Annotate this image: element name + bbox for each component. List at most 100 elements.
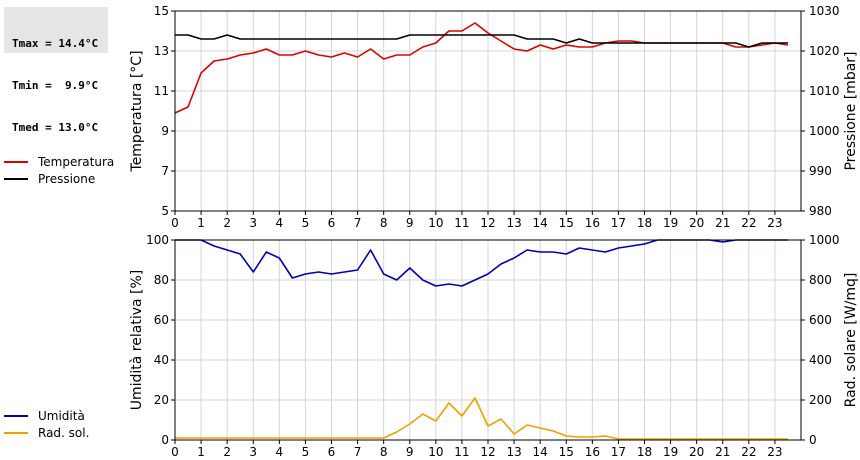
stat-tmin: Tmin = 9.9°C [12, 79, 99, 92]
x-tick-label: 13 [506, 216, 521, 230]
x-tick-label: 0 [171, 216, 179, 230]
legend-item-temperatura: Temperatura [4, 153, 114, 170]
x-tick-label: 14 [533, 216, 548, 230]
y-tick-label: 13 [154, 44, 169, 58]
x-tick-label: 19 [663, 216, 678, 230]
x-tick-label: 10 [428, 445, 443, 459]
stats-box: Tmax = 14.4°C Tmin = 9.9°C Tmed = 13.0°C [4, 7, 108, 134]
legend-label-radsol: Rad. sol. [38, 425, 90, 440]
series-line-1-1 [175, 397, 788, 440]
y-axis-title: Umidità relativa [%] [129, 270, 145, 411]
x-tick-label: 3 [249, 445, 257, 459]
y-tick-label: 80 [154, 273, 169, 287]
series-line-0-1 [175, 34, 788, 48]
legend-swatch-pressione [4, 177, 28, 180]
x-tick-label: 19 [663, 445, 678, 459]
y2-tick-label: 0 [809, 433, 817, 447]
y-tick-label: 40 [154, 353, 169, 367]
y2-tick-label: 980 [809, 204, 832, 218]
x-tick-label: 4 [276, 445, 284, 459]
x-tick-label: 13 [506, 445, 521, 459]
x-tick-label: 6 [328, 445, 336, 459]
x-tick-label: 22 [741, 445, 756, 459]
plot-frame [174, 239, 802, 441]
x-tick-label: 7 [354, 445, 362, 459]
x-tick-label: 4 [276, 216, 284, 230]
legend-label-umidita: Umidità [38, 408, 85, 423]
y-tick-label: 20 [154, 393, 169, 407]
x-tick-label: 18 [637, 445, 652, 459]
legend-bottom: Umidità Rad. sol. [4, 407, 89, 441]
x-tick-label: 10 [428, 216, 443, 230]
y-tick-label: 9 [161, 124, 169, 138]
legend-swatch-umidita [4, 414, 28, 417]
series-line-1-0 [175, 239, 788, 287]
x-tick-label: 12 [480, 216, 495, 230]
plot-frame [174, 10, 802, 212]
y-tick-label: 0 [161, 433, 169, 447]
x-tick-label: 23 [767, 216, 782, 230]
x-tick-label: 3 [249, 216, 257, 230]
y2-axis-title: Rad. solare [W/mq] [843, 273, 859, 408]
y2-tick-label: 200 [809, 393, 832, 407]
y2-tick-label: 600 [809, 313, 832, 327]
x-tick-label: 11 [454, 216, 469, 230]
y-tick-label: 7 [161, 164, 169, 178]
legend-item-umidita: Umidità [4, 407, 89, 424]
y2-tick-label: 990 [809, 164, 832, 178]
x-tick-label: 12 [480, 445, 495, 459]
y-tick-label: 60 [154, 313, 169, 327]
x-tick-label: 20 [689, 445, 704, 459]
x-tick-label: 9 [406, 216, 414, 230]
x-tick-label: 0 [171, 445, 179, 459]
x-tick-label: 21 [715, 216, 730, 230]
y-tick-label: 15 [154, 4, 169, 18]
legend-item-pressione: Pressione [4, 170, 114, 187]
legend-top: Temperatura Pressione [4, 153, 114, 187]
legend-label-pressione: Pressione [38, 171, 96, 186]
y-tick-label: 5 [161, 204, 169, 218]
legend-swatch-temperatura [4, 160, 28, 163]
x-tick-label: 23 [767, 445, 782, 459]
legend-label-temperatura: Temperatura [38, 154, 115, 169]
x-tick-label: 6 [328, 216, 336, 230]
y2-tick-label: 1030 [809, 4, 840, 18]
y2-tick-label: 1000 [809, 124, 840, 138]
legend-item-radsol: Rad. sol. [4, 424, 89, 441]
x-tick-label: 8 [380, 445, 388, 459]
x-tick-label: 1 [197, 216, 205, 230]
y2-tick-label: 800 [809, 273, 832, 287]
x-tick-label: 18 [637, 216, 652, 230]
legend-swatch-radsol [4, 431, 28, 434]
y-tick-label: 11 [154, 84, 169, 98]
stat-tmax: Tmax = 14.4°C [12, 37, 99, 50]
x-tick-label: 5 [302, 445, 310, 459]
x-tick-label: 9 [406, 445, 414, 459]
x-tick-label: 14 [533, 445, 548, 459]
x-tick-label: 16 [585, 216, 600, 230]
x-tick-label: 17 [611, 445, 626, 459]
series-line-0-0 [174, 22, 789, 114]
y2-tick-label: 1000 [809, 233, 840, 247]
x-tick-label: 2 [223, 216, 231, 230]
y2-tick-label: 1010 [809, 84, 840, 98]
x-tick-label: 8 [380, 216, 388, 230]
x-tick-label: 17 [611, 216, 626, 230]
y-axis-title: Temperatura [°C] [129, 50, 145, 172]
x-tick-label: 5 [302, 216, 310, 230]
x-tick-label: 1 [197, 445, 205, 459]
y2-axis-title: Pressione [mbar] [843, 51, 859, 170]
y2-tick-label: 1020 [809, 44, 840, 58]
x-tick-label: 22 [741, 216, 756, 230]
x-tick-label: 2 [223, 445, 231, 459]
x-tick-label: 7 [354, 216, 362, 230]
x-tick-label: 21 [715, 445, 730, 459]
x-tick-label: 11 [454, 445, 469, 459]
y2-tick-label: 400 [809, 353, 832, 367]
y-tick-label: 100 [146, 233, 169, 247]
x-tick-label: 16 [585, 445, 600, 459]
x-tick-label: 15 [559, 216, 574, 230]
x-tick-label: 20 [689, 216, 704, 230]
x-tick-label: 15 [559, 445, 574, 459]
